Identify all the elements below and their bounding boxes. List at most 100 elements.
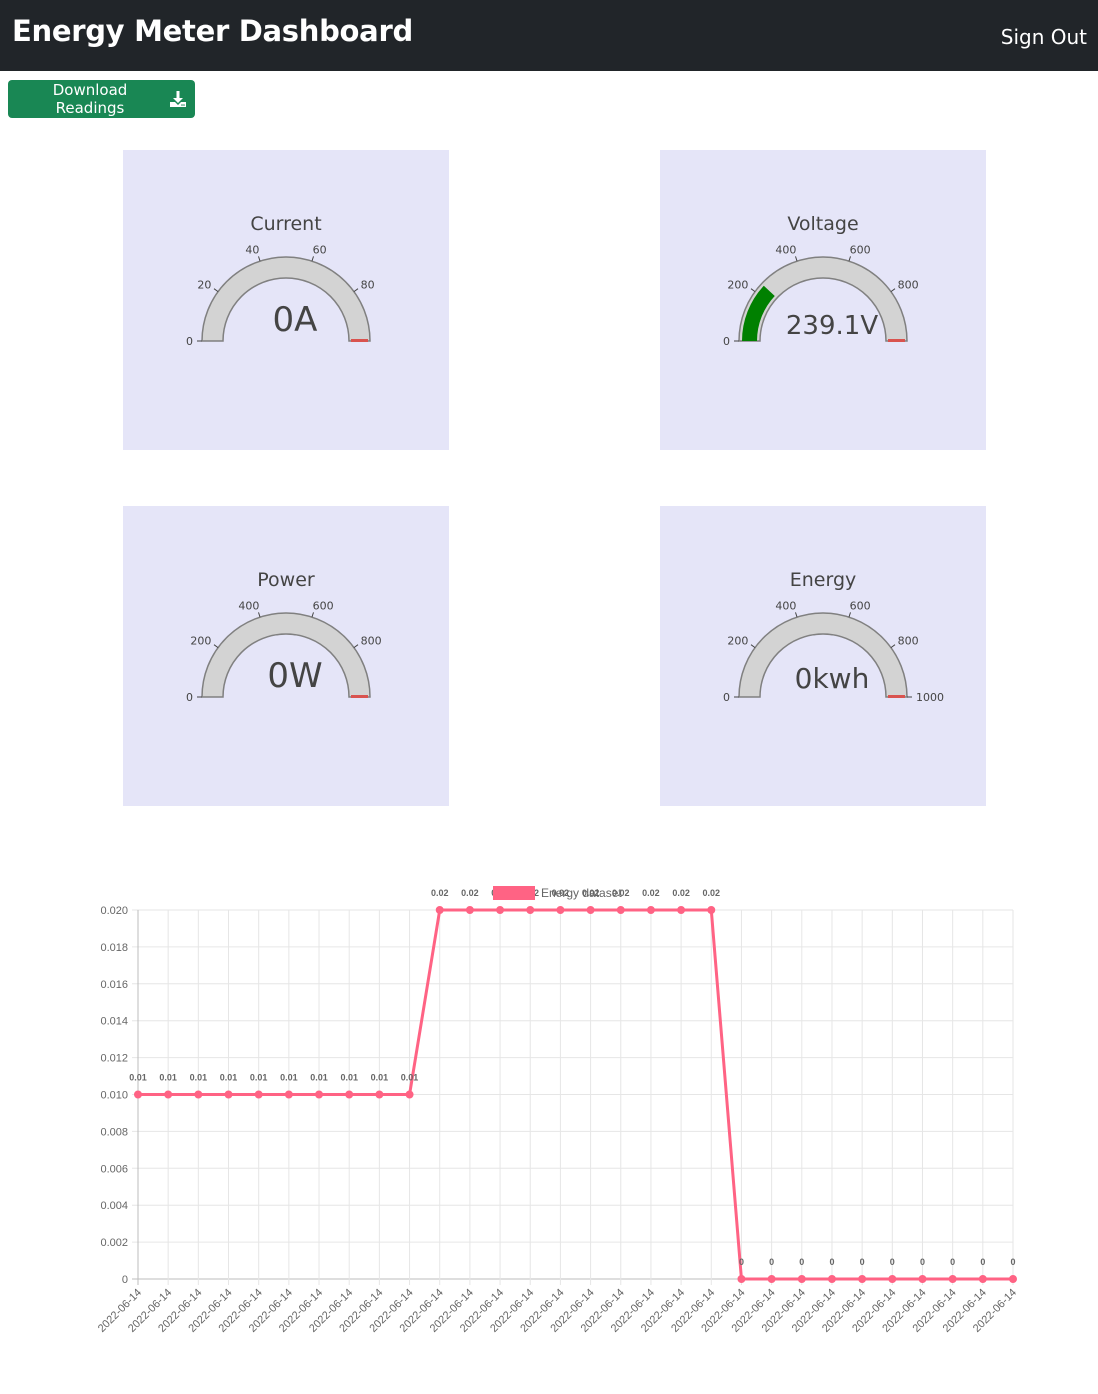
gauge-threshold-marker — [888, 695, 905, 698]
data-point — [737, 1275, 746, 1283]
data-label: 0.01 — [401, 1073, 419, 1083]
gauge-value: 0A — [273, 300, 318, 340]
data-label: 0.01 — [371, 1073, 389, 1083]
data-point — [284, 1090, 293, 1099]
data-point — [496, 906, 505, 914]
gauge-tick-label: 0 — [186, 691, 193, 704]
gauge-tick-mark — [311, 612, 314, 618]
data-label: 0.01 — [340, 1073, 358, 1083]
gauge-tick-mark — [750, 644, 756, 649]
gauge-tick-label: 0 — [186, 335, 193, 348]
data-label: 0 — [799, 1257, 804, 1267]
gauge-tick-label: 0 — [723, 691, 730, 704]
data-label: 0.02 — [582, 888, 600, 898]
data-point — [435, 906, 444, 914]
data-label: 0.02 — [612, 888, 630, 898]
gauge-tick-label: 400 — [238, 600, 259, 613]
gauge-tick-label: 800 — [361, 635, 382, 648]
data-label: 0.01 — [220, 1073, 238, 1083]
data-label: 0.01 — [159, 1073, 177, 1083]
legend-swatch — [493, 886, 535, 900]
data-point — [616, 906, 625, 914]
y-tick-label: 0.008 — [100, 1126, 128, 1138]
data-point — [646, 906, 655, 914]
gauge-tick-mark — [890, 644, 896, 649]
y-tick-label: 0.018 — [100, 942, 128, 954]
gauge-tick-mark — [353, 288, 359, 293]
chart-legend[interactable]: Energy dataset — [493, 886, 622, 900]
gauge-tick-label: 200 — [190, 635, 211, 648]
gauge-tick-label: 60 — [313, 244, 327, 257]
gauge-power: Power 0 200 400 600 800 0W — [123, 506, 449, 806]
gauge-tick-mark — [890, 288, 896, 293]
gauge-tick-label: 400 — [775, 600, 796, 613]
gauge-track — [738, 612, 908, 698]
download-icon — [170, 91, 186, 107]
gauge-tick-label: 600 — [313, 600, 334, 613]
y-tick-label: 0.014 — [100, 1016, 128, 1028]
data-label: 0.02 — [552, 888, 570, 898]
gauge-tick-mark — [258, 256, 261, 262]
gauge-tick-label: 1000 — [916, 691, 944, 704]
gauge-tick-label: 800 — [898, 635, 919, 648]
y-tick-label: 0.016 — [100, 979, 128, 991]
gauge-tick-mark — [848, 256, 851, 262]
data-point — [134, 1090, 142, 1099]
gauge-threshold-marker — [888, 339, 905, 342]
download-readings-button[interactable]: Download Readings — [8, 80, 195, 118]
sign-out-link[interactable]: Sign Out — [1000, 25, 1087, 49]
y-tick-label: 0.012 — [100, 1053, 128, 1065]
data-point — [254, 1090, 263, 1099]
gauge-tick-label: 800 — [898, 279, 919, 292]
gauge-tick-label: 0 — [723, 335, 730, 348]
gauge-tick-mark — [750, 288, 756, 293]
gauge-tick-label: 600 — [850, 600, 871, 613]
data-label: 0 — [769, 1257, 774, 1267]
data-point — [827, 1275, 836, 1283]
gauge-tick-label: 40 — [245, 244, 259, 257]
gauge-value: 0W — [267, 656, 322, 696]
data-label: 0 — [980, 1257, 985, 1267]
data-label: 0.02 — [703, 888, 721, 898]
gauge-tick-label: 80 — [361, 279, 375, 292]
gauge-threshold-marker — [351, 695, 368, 698]
gauge-title: Power — [257, 569, 315, 591]
gauge-track — [738, 256, 908, 342]
y-tick-label: 0.010 — [100, 1090, 128, 1102]
y-tick-label: 0.020 — [100, 905, 128, 917]
data-label: 0.01 — [310, 1073, 328, 1083]
gauge-track — [201, 612, 371, 698]
gauge-value: 0kwh — [795, 662, 870, 695]
data-label: 0 — [860, 1257, 865, 1267]
gauge-tick-mark — [258, 612, 261, 618]
data-label: 0 — [1010, 1257, 1015, 1267]
gauge-threshold-marker — [351, 339, 368, 342]
data-point — [405, 1090, 414, 1099]
data-point — [526, 906, 535, 914]
data-label: 0.01 — [129, 1073, 147, 1083]
data-label: 0.02 — [431, 888, 449, 898]
gauge-tick-mark — [311, 256, 314, 262]
data-point — [224, 1090, 233, 1099]
gauge-tick-label: 600 — [850, 244, 871, 257]
page-title: Energy Meter Dashboard — [12, 14, 413, 48]
data-label: 0.02 — [642, 888, 660, 898]
series-line — [138, 908, 1013, 1281]
data-point — [888, 1275, 897, 1283]
data-point — [797, 1275, 806, 1283]
gauge-value-bar — [742, 285, 775, 341]
data-label: 0.02 — [461, 888, 479, 898]
data-label: 0.01 — [190, 1073, 208, 1083]
data-point — [556, 906, 565, 914]
gauge-tick-mark — [848, 612, 851, 618]
data-label: 0.02 — [672, 888, 690, 898]
data-point — [586, 906, 595, 914]
data-point — [707, 906, 716, 914]
gauge-title: Current — [250, 213, 321, 235]
y-tick-label: 0 — [122, 1274, 128, 1286]
data-point — [194, 1090, 203, 1099]
gauge-value: 239.1V — [786, 311, 878, 341]
gauge-tick-mark — [795, 256, 798, 262]
data-point — [164, 1090, 173, 1099]
gauge-energy: Energy 0 200 400 600 800 1000 0kwh — [660, 506, 986, 806]
